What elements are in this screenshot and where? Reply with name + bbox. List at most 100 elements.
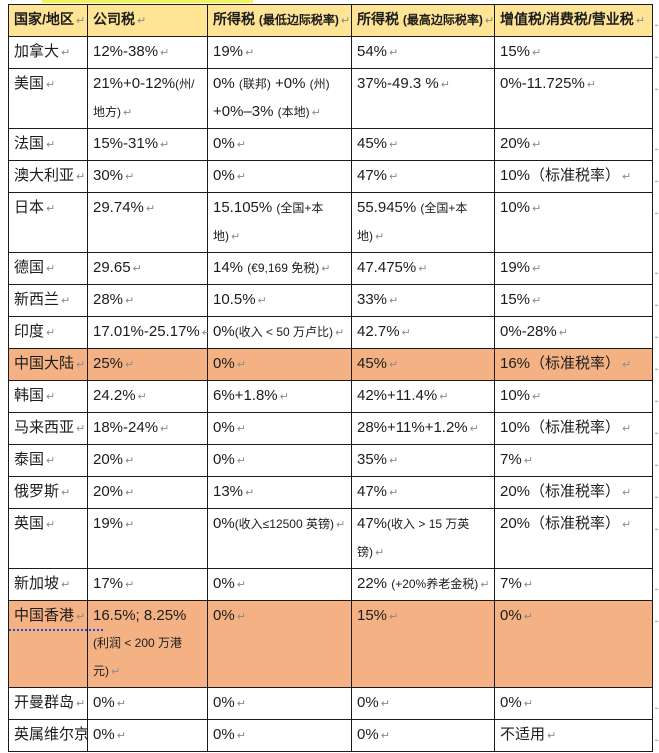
value-cell[interactable]: 0% ↵ [207, 687, 352, 720]
value-cell[interactable]: 19% ↵ [87, 508, 208, 569]
value-cell[interactable]: 10%（标准税率） ↵ ← [494, 412, 659, 445]
column-header-4[interactable]: 所得税 (最高边际税率) ↵ [351, 4, 495, 37]
value-cell[interactable]: 10% ↵ ← [494, 380, 659, 413]
cell-text: 国家/地区 [14, 11, 74, 27]
value-cell[interactable]: 0%(收入≤12500 英镑) ↵ [207, 508, 352, 569]
value-cell[interactable]: 不适用 ↵ ← [494, 719, 659, 752]
region-cell[interactable]: 新加坡 ↵ [8, 568, 88, 601]
value-cell[interactable]: 47% ↵ [351, 160, 495, 193]
region-cell[interactable]: 俄罗斯 ↵ [8, 476, 88, 509]
value-cell[interactable]: 47%(收入 > 15 万英镑) ↵ [351, 508, 495, 569]
value-cell[interactable]: 7% ↵ ← [494, 444, 659, 477]
value-cell[interactable]: 45% ↵ [351, 348, 495, 381]
value-cell[interactable]: 15% ↵ ← [494, 36, 659, 69]
value-cell[interactable]: 17.01%-25.17% ↵ [87, 316, 211, 349]
value-cell[interactable]: 37%-49.3 % ↵ [351, 68, 495, 129]
value-cell[interactable]: 6%+1.8% ↵ [207, 380, 352, 413]
column-header-1[interactable]: 国家/地区 ↵ [8, 4, 88, 37]
value-cell[interactable]: 15%-31% ↵ [87, 128, 208, 161]
value-cell[interactable]: 55.945% (全国+本地) ↵ [351, 192, 495, 253]
region-cell[interactable]: 马来西亚 ↵ [8, 412, 88, 445]
region-cell[interactable]: 澳大利亚 ↵ [8, 160, 88, 193]
region-cell[interactable]: 法国 ↵ [8, 128, 88, 161]
value-cell[interactable]: 0% ↵ [207, 412, 352, 445]
value-cell[interactable]: 12%-38% ↵ [87, 36, 208, 69]
value-cell[interactable]: 0% ↵ [207, 128, 352, 161]
region-cell[interactable]: 美国 ↵ [8, 68, 88, 129]
value-cell[interactable]: 25% ↵ [87, 348, 208, 381]
region-cell[interactable]: 韩国 ↵ [8, 380, 88, 413]
value-cell[interactable]: 30% ↵ [87, 160, 208, 193]
region-cell[interactable]: 中国香港 ↵ [8, 600, 88, 688]
value-cell[interactable]: 7% ↵ ← [494, 568, 659, 601]
value-cell[interactable]: 17% ↵ [87, 568, 208, 601]
end-of-cell-mark: ↵ [236, 423, 246, 435]
value-cell[interactable]: 0% ↵ [207, 568, 352, 601]
value-cell[interactable]: 10%（标准税率） ↵ ← [494, 160, 659, 193]
region-cell[interactable]: 日本 ↵ [8, 192, 88, 253]
region-cell[interactable]: 英属维尔京↵ [8, 719, 100, 752]
value-cell[interactable]: 20%（标准税率） ↵ ← [494, 476, 659, 509]
region-cell[interactable]: 加拿大 ↵ [8, 36, 88, 69]
column-header-5[interactable]: 增值税/消费税/营业税 ↵ ← [494, 4, 659, 37]
value-cell[interactable]: 20% ↵ ← [494, 128, 659, 161]
value-cell[interactable]: 0% ↵ [87, 719, 208, 752]
value-cell[interactable]: 54% ↵ [351, 36, 495, 69]
value-cell[interactable]: 20% ↵ [87, 476, 208, 509]
value-cell[interactable]: 42%+11.4% ↵ [351, 380, 495, 413]
value-cell[interactable]: 0% (联邦) +0% (州) +0%–3% (本地) ↵ [207, 68, 352, 129]
value-cell[interactable]: 28%+11%+1.2% ↵ [351, 412, 495, 445]
region-cell[interactable]: 印度 ↵ [8, 316, 88, 349]
value-cell[interactable]: 22% (+20%养老金税) ↵ [351, 568, 495, 601]
value-cell[interactable]: 19% ↵ ← [494, 252, 659, 285]
value-cell[interactable]: 35% ↵ [351, 444, 495, 477]
region-cell[interactable]: 新西兰 ↵ [8, 284, 88, 317]
value-cell[interactable]: 20%（标准税率） ↵ ← [494, 508, 659, 569]
value-cell[interactable]: 0%-28% ↵ ← [494, 316, 659, 349]
value-cell[interactable]: 15% ↵ [351, 600, 495, 688]
value-cell[interactable]: 42.7% ↵ [351, 316, 495, 349]
region-cell[interactable]: 德国 ↵ [8, 252, 88, 285]
value-cell[interactable]: 13% ↵ [207, 476, 352, 509]
region-cell[interactable]: 中国大陆 ↵ [8, 348, 88, 381]
value-cell[interactable]: 0% ↵ [207, 348, 352, 381]
value-cell[interactable]: 0% ↵ [207, 160, 352, 193]
value-cell[interactable]: 45% ↵ [351, 128, 495, 161]
value-cell[interactable]: 0% ↵ ← [494, 600, 659, 688]
value-cell[interactable]: 0% ↵ [207, 444, 352, 477]
value-cell[interactable]: 0%(收入 < 50 万卢比) ↵ [207, 316, 352, 349]
value-cell[interactable]: 10.5% ↵ [207, 284, 352, 317]
value-cell[interactable]: 33% ↵ [351, 284, 495, 317]
value-cell[interactable]: 0% ↵ [87, 687, 208, 720]
value-cell[interactable]: 18%-24% ↵ [87, 412, 208, 445]
value-cell[interactable]: 16%（标准税率） ↵ ← [494, 348, 659, 381]
value-cell[interactable]: 0%-11.725% ↵ ← [494, 68, 659, 129]
end-of-row-mark: ← [653, 299, 659, 310]
value-cell[interactable]: 10% ↵ ← [494, 192, 659, 253]
value-cell[interactable]: 0% ↵ [207, 719, 352, 752]
header-row: 国家/地区 ↵ 公司税 ↵ 所得税 (最低边际税率) ↵ 所得税 (最高边际税率) ↵ 增值税/… [8, 4, 659, 37]
value-cell[interactable]: 29.65 ↵ [87, 252, 208, 285]
value-cell[interactable]: 28% ↵ [87, 284, 208, 317]
column-header-3[interactable]: 所得税 (最低边际税率) ↵ [207, 4, 352, 37]
region-cell[interactable]: 开曼群岛 ↵ [8, 687, 88, 720]
value-cell[interactable]: 14% (€9,169 免税) ↵ [207, 252, 352, 285]
value-cell[interactable]: 0% ↵ [207, 600, 352, 688]
value-cell[interactable]: 15.105% (全国+本地) ↵ [207, 192, 352, 253]
value-cell[interactable]: 0% ↵ ← [494, 687, 659, 720]
value-cell[interactable]: 29.74% ↵ [87, 192, 208, 253]
value-cell[interactable]: 21%+0-12%(州/地方) ↵ [87, 68, 208, 129]
value-cell[interactable]: 47% ↵ [351, 476, 495, 509]
end-of-cell-mark: ↵ [236, 611, 246, 623]
region-cell[interactable]: 泰国 ↵ [8, 444, 88, 477]
value-cell[interactable]: 0% ↵ [351, 687, 495, 720]
value-cell[interactable]: 16.5%; 8.25% (利润 < 200 万港元) ↵ [87, 600, 208, 688]
value-cell[interactable]: 19% ↵ [207, 36, 352, 69]
region-cell[interactable]: 英国 ↵ [8, 508, 88, 569]
column-header-2[interactable]: 公司税 ↵ [87, 4, 208, 37]
value-cell[interactable]: 47.475% ↵ [351, 252, 495, 285]
value-cell[interactable]: 0% ↵ [351, 719, 495, 752]
value-cell[interactable]: 24.2% ↵ [87, 380, 208, 413]
value-cell[interactable]: 15% ↵ ← [494, 284, 659, 317]
value-cell[interactable]: 20% ↵ [87, 444, 208, 477]
